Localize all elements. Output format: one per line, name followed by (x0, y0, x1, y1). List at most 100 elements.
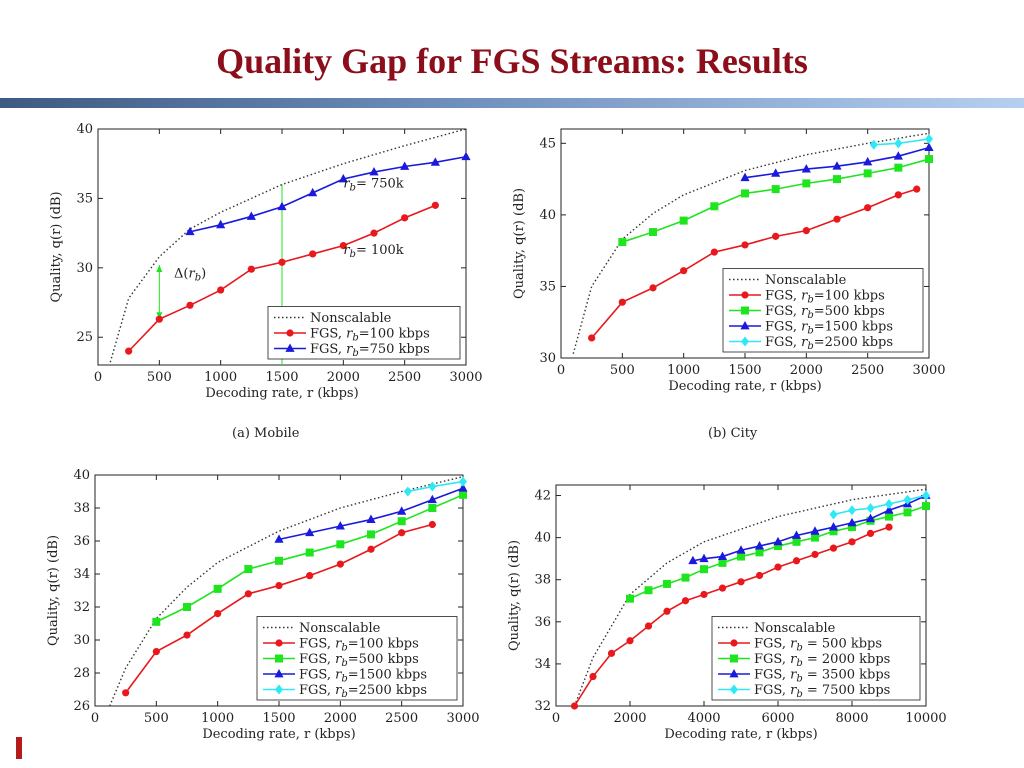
series-blue (185, 151, 471, 236)
data-point (884, 505, 894, 514)
legend-label: FGS, rb​=2500 kbps (765, 335, 893, 352)
data-point (244, 565, 253, 574)
y-tick-label: 40 (76, 122, 93, 137)
caption-mobile: (a) Mobile (232, 426, 300, 441)
data-point (246, 211, 256, 220)
data-point (428, 520, 436, 529)
data-point (644, 586, 653, 595)
data-point (626, 594, 634, 603)
legend-marker (286, 329, 294, 337)
legend-marker (275, 654, 283, 663)
data-point (369, 167, 379, 176)
data-point (893, 151, 903, 160)
data-point (903, 494, 912, 505)
y-tick-label: 25 (76, 330, 93, 345)
data-point (866, 529, 875, 538)
legend-marker (730, 639, 738, 647)
data-point (924, 142, 934, 152)
data-point (367, 530, 375, 539)
x-tick-label: 3000 (912, 363, 945, 378)
data-point (833, 215, 841, 223)
data-point (339, 242, 347, 250)
x-tick-label: 0 (557, 363, 565, 378)
data-point (699, 553, 709, 563)
data-point (338, 173, 348, 183)
caption-city: (b) City (708, 426, 758, 441)
x-axis-label: Decoding rate, r (kbps) (664, 727, 817, 742)
legend-label: FGS, rb​ = 2000 kbps (754, 652, 890, 669)
x-tick-label: 500 (610, 363, 635, 378)
data-point (458, 483, 468, 492)
slide-title: Quality Gap for FGS Streams: Results (216, 41, 808, 81)
data-point (802, 227, 810, 235)
chart-bottom-left: 0 500 1000 1500 2000 2500 3000 26 28 30 32 34 36 38 40… (46, 468, 480, 742)
x-tick-label: 1000 (667, 363, 700, 378)
legend-label: Nonscalable (765, 273, 847, 288)
x-tick-label: 3000 (446, 711, 479, 726)
legend-marker (741, 336, 749, 347)
legend-label: FGS, rb​=500 kbps (299, 652, 419, 669)
x-tick-label: 0 (91, 711, 99, 726)
data-point (275, 581, 283, 590)
data-point (626, 637, 634, 645)
data-point (885, 512, 893, 521)
data-point (644, 622, 653, 630)
chart-mobile: 0 500 1000 1500 2000 2500 3000 25 30 35 40 Decoding… (49, 122, 483, 401)
series-line (155, 494, 464, 623)
legend-label: FGS, rb​=1500 kbps (299, 668, 427, 685)
y-tick-label: 38 (73, 501, 90, 516)
data-point (754, 541, 765, 550)
data-point (649, 228, 657, 237)
annotation: rb​= 100k (343, 243, 403, 260)
legend-marker (740, 321, 750, 330)
y-tick-label: 38 (534, 573, 551, 588)
data-point (305, 527, 315, 537)
legend-marker (730, 654, 738, 663)
series-green (618, 155, 933, 247)
y-axis-label: Quality, q(r) (dB) (46, 535, 61, 646)
x-tick-label: 2500 (851, 363, 884, 378)
data-point (400, 161, 410, 170)
legend-marker (274, 669, 284, 678)
series-red (588, 185, 921, 342)
data-point (755, 571, 764, 580)
data-point (829, 527, 838, 536)
legend-label: FGS, rb​=750 kbps (310, 342, 430, 359)
y-tick-label: 40 (73, 468, 90, 483)
series-red (570, 523, 893, 710)
data-point (588, 334, 596, 342)
data-point (213, 584, 222, 593)
data-point (700, 565, 708, 574)
data-point (275, 556, 283, 565)
legend-label: FGS, rb​=100 kbps (310, 327, 430, 344)
y-tick-label: 40 (539, 208, 556, 223)
legend-marker (275, 639, 283, 647)
x-tick-label: 4000 (687, 711, 720, 726)
x-tick-label: 1000 (201, 711, 234, 726)
data-point (428, 481, 437, 492)
annotation: Δ(rb) (174, 267, 206, 284)
data-point (903, 508, 912, 517)
data-point (607, 649, 616, 657)
data-point (741, 189, 749, 198)
series-blue (740, 142, 934, 182)
data-point (305, 548, 314, 557)
data-point (427, 494, 437, 504)
legend-label: FGS, rb​=2500 kbps (299, 683, 427, 700)
legend-label: FGS, rb​=500 kbps (765, 304, 885, 321)
data-point (792, 537, 801, 546)
data-point (278, 258, 286, 266)
data-point (155, 315, 163, 323)
data-point (802, 179, 811, 188)
data-point (680, 267, 688, 275)
data-point (274, 534, 284, 543)
data-point (398, 529, 406, 537)
data-point (829, 509, 838, 520)
data-point (833, 175, 841, 184)
data-point (681, 573, 690, 582)
data-point (832, 161, 842, 170)
data-point (865, 513, 876, 523)
x-tick-label: 8000 (835, 711, 868, 726)
data-point (792, 557, 801, 565)
data-point (459, 476, 467, 487)
